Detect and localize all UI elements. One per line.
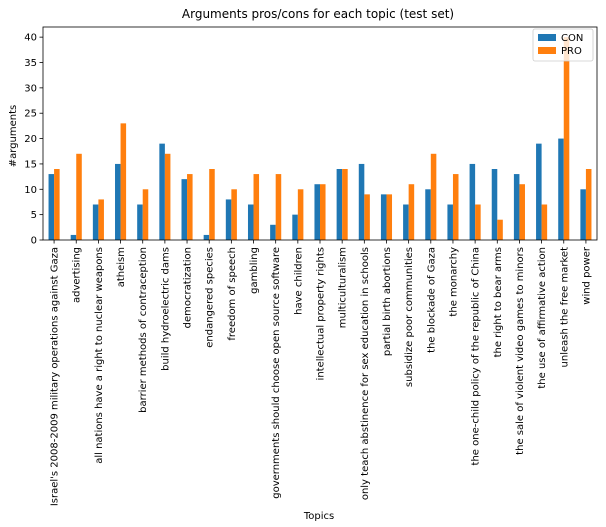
x-tick-label: governments should choose open source so… (271, 247, 282, 499)
bar-con-1 (70, 234, 77, 240)
y-tick-label: 25 (24, 109, 37, 120)
bar-con-19 (469, 163, 476, 240)
bar-pro-0 (54, 169, 60, 240)
x-tick-label: all nations have a right to nuclear weap… (94, 247, 105, 464)
bar-con-0 (48, 174, 55, 240)
bar-pro-18 (452, 174, 459, 240)
bar-pro-11 (297, 189, 304, 240)
legend-swatch-con (538, 34, 556, 41)
x-tick-label: democratization (183, 247, 194, 328)
bar-pro-17 (430, 153, 437, 240)
bar-con-10 (270, 224, 276, 240)
x-tick-label: the use of affirmative action (537, 247, 548, 389)
bar-pro-23 (563, 37, 570, 240)
bar-con-23 (558, 138, 564, 240)
plot-area: 0 5 10 15 20 25 30 35 40 Israel's 2008-2009 milit… (24, 26, 598, 506)
x-tick-label: only teach abstinence for sex education … (360, 247, 371, 500)
bar-con-2 (92, 204, 99, 240)
x-tick-label: subsidize poor communities (404, 247, 415, 387)
bar-con-22 (536, 143, 542, 240)
x-tick-label: have children (293, 247, 304, 315)
bar-con-16 (403, 204, 409, 240)
x-tick-label: atheism (116, 247, 127, 287)
bar-pro-2 (98, 199, 104, 240)
bar-con-20 (491, 169, 498, 240)
bar-con-11 (292, 214, 298, 240)
y-axis-label: #arguments (8, 105, 19, 168)
y-tick-label: 5 (31, 210, 37, 221)
bar-pro-20 (497, 219, 503, 240)
x-tick-label: the one-child policy of the republic of … (471, 247, 482, 465)
bar-pro-6 (187, 174, 193, 240)
bar-con-5 (159, 143, 165, 240)
y-tick-label: 40 (24, 33, 37, 44)
x-tick-label: Israel's 2008-2009 military operations a… (50, 247, 61, 506)
y-tick-label: 10 (24, 185, 37, 196)
legend-swatch-pro (538, 47, 556, 54)
bar-con-8 (225, 199, 232, 240)
bar-pro-12 (320, 184, 326, 240)
bar-con-13 (336, 169, 343, 240)
bar-con-3 (115, 163, 121, 240)
x-tick-label: advertising (72, 247, 83, 303)
x-tick-label: build hydroelectric dams (160, 247, 171, 371)
bar-pro-4 (142, 189, 149, 240)
bar-pro-24 (585, 169, 592, 240)
x-tick-label: multiculturalism (338, 247, 349, 328)
bar-pro-8 (231, 189, 237, 240)
bar-pro-22 (541, 204, 548, 240)
legend-label-con: CON (561, 33, 583, 44)
y-tick-label: 35 (24, 58, 37, 69)
bar-con-4 (137, 204, 143, 240)
x-tick-label: intellectual property rights (316, 247, 327, 380)
bar-con-24 (580, 189, 586, 240)
x-tick-label: barrier methods of contraception (138, 247, 149, 413)
bar-con-12 (314, 184, 320, 240)
bar-pro-10 (275, 174, 282, 240)
x-tick-label: the right to bear arms (493, 247, 504, 357)
bar-pro-15 (386, 194, 393, 240)
x-tick-label: partial birth abortions (382, 247, 393, 356)
bar-pro-13 (342, 169, 348, 240)
bar-con-6 (181, 179, 188, 240)
bar-con-14 (358, 163, 365, 240)
x-axis-label: Topics (303, 511, 334, 522)
bar-con-21 (513, 174, 520, 240)
bar-pro-14 (364, 194, 370, 240)
chart-title: Arguments pros/cons for each topic (test… (182, 7, 454, 21)
x-tick-label: endangered species (205, 247, 216, 348)
bar-pro-19 (475, 204, 481, 240)
bar-pro-7 (209, 169, 215, 240)
bar-con-9 (247, 204, 254, 240)
y-tick-label: 15 (24, 159, 37, 170)
bar-pro-1 (76, 153, 82, 240)
bar-con-17 (425, 189, 431, 240)
bar-pro-5 (164, 153, 171, 240)
x-tick-label: gambling (249, 247, 260, 294)
y-tick-label: 20 (24, 134, 37, 145)
x-tick-label: the monarchy (448, 247, 459, 317)
x-tick-label: the blockade of Gaza (426, 247, 437, 353)
bar-con-15 (380, 194, 387, 240)
bar-pro-3 (120, 123, 127, 240)
x-tick-label: unleash the free market (559, 247, 570, 368)
bar-con-7 (203, 234, 210, 240)
x-tick-label: wind power (581, 246, 592, 305)
bar-pro-16 (408, 184, 415, 240)
x-tick-label: freedom of speech (227, 247, 238, 341)
y-tick-label: 0 (31, 236, 37, 247)
y-tick-label: 30 (24, 83, 37, 94)
x-tick-label: the sale of violent video games to minor… (515, 247, 526, 455)
bar-con-18 (447, 204, 453, 240)
bar-pro-9 (253, 174, 260, 240)
bar-pro-21 (519, 184, 525, 240)
legend-label-pro: PRO (561, 46, 582, 57)
